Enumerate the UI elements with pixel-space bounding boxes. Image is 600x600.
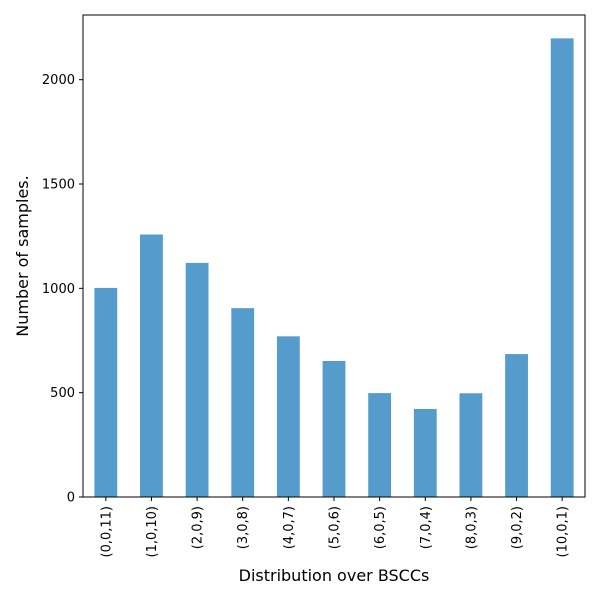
bar-5 [322,360,346,497]
x-tick-label: (6,0,5) [373,506,388,549]
bars-layer [94,38,574,498]
x-tick-label: (4,0,7) [282,506,297,549]
bar-7 [413,408,437,497]
x-tick-label: (1,0,10) [145,506,160,558]
bar-6 [368,393,392,497]
axes-layer: 0 500 1000 1500 2000 (0,0,11) (1,0,10) (2,0,9) (… [42,14,586,558]
x-tick-label: (10,0,1) [556,506,571,558]
x-tick-label: (8,0,3) [464,506,479,549]
x-tick-label: (9,0,2) [510,506,525,549]
y-axis-label: Number of samples. [13,175,32,336]
y-tick-label: 2000 [42,73,75,88]
bar-0 [94,287,118,497]
y-tick-label: 1000 [42,282,75,297]
y-tick-label: 0 [67,491,75,506]
x-tick-label: (0,0,11) [99,506,114,558]
bar-8 [459,393,483,497]
bar-2 [185,262,209,497]
x-tick-label: (5,0,6) [328,506,343,549]
y-tick-label: 500 [50,386,75,401]
bar-3 [231,308,255,497]
x-tick-label: (2,0,9) [191,506,206,549]
x-tick-label: (7,0,4) [419,506,434,549]
bar-9 [505,354,528,497]
x-axis-label: Distribution over BSCCs [239,566,430,585]
bar-4 [276,336,300,497]
x-tick-label: (3,0,8) [236,506,251,549]
bar-1 [140,234,163,497]
bar-10 [550,38,574,498]
y-tick-label: 1500 [42,178,75,193]
